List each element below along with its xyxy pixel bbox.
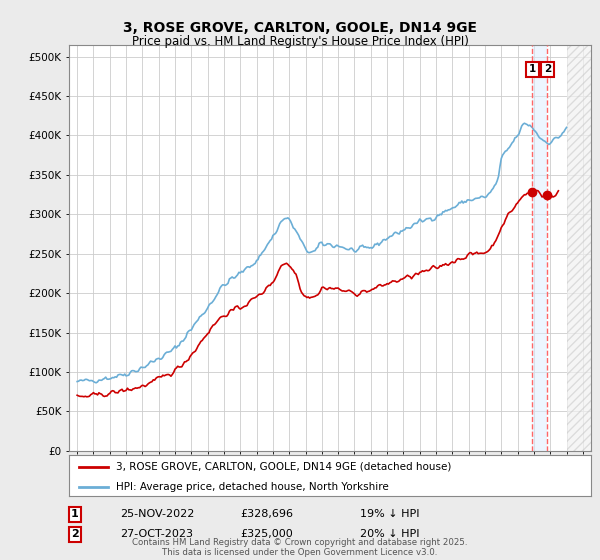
Text: 1: 1	[529, 64, 536, 74]
Text: Price paid vs. HM Land Registry's House Price Index (HPI): Price paid vs. HM Land Registry's House …	[131, 35, 469, 48]
Text: 2: 2	[544, 64, 551, 74]
Text: 3, ROSE GROVE, CARLTON, GOOLE, DN14 9GE (detached house): 3, ROSE GROVE, CARLTON, GOOLE, DN14 9GE …	[116, 461, 451, 472]
Text: Contains HM Land Registry data © Crown copyright and database right 2025.
This d: Contains HM Land Registry data © Crown c…	[132, 538, 468, 557]
Text: £325,000: £325,000	[240, 529, 293, 539]
Text: 25-NOV-2022: 25-NOV-2022	[120, 509, 194, 519]
Text: 3, ROSE GROVE, CARLTON, GOOLE, DN14 9GE: 3, ROSE GROVE, CARLTON, GOOLE, DN14 9GE	[123, 21, 477, 35]
Bar	[566, 45, 591, 451]
Text: 19% ↓ HPI: 19% ↓ HPI	[360, 509, 419, 519]
Text: £328,696: £328,696	[240, 509, 293, 519]
Bar	[566, 45, 591, 451]
Bar	[532, 45, 547, 451]
Text: 1: 1	[71, 509, 79, 519]
Text: 20% ↓ HPI: 20% ↓ HPI	[360, 529, 419, 539]
Text: HPI: Average price, detached house, North Yorkshire: HPI: Average price, detached house, Nort…	[116, 482, 389, 492]
Text: 27-OCT-2023: 27-OCT-2023	[120, 529, 193, 539]
Text: 2: 2	[71, 529, 79, 539]
